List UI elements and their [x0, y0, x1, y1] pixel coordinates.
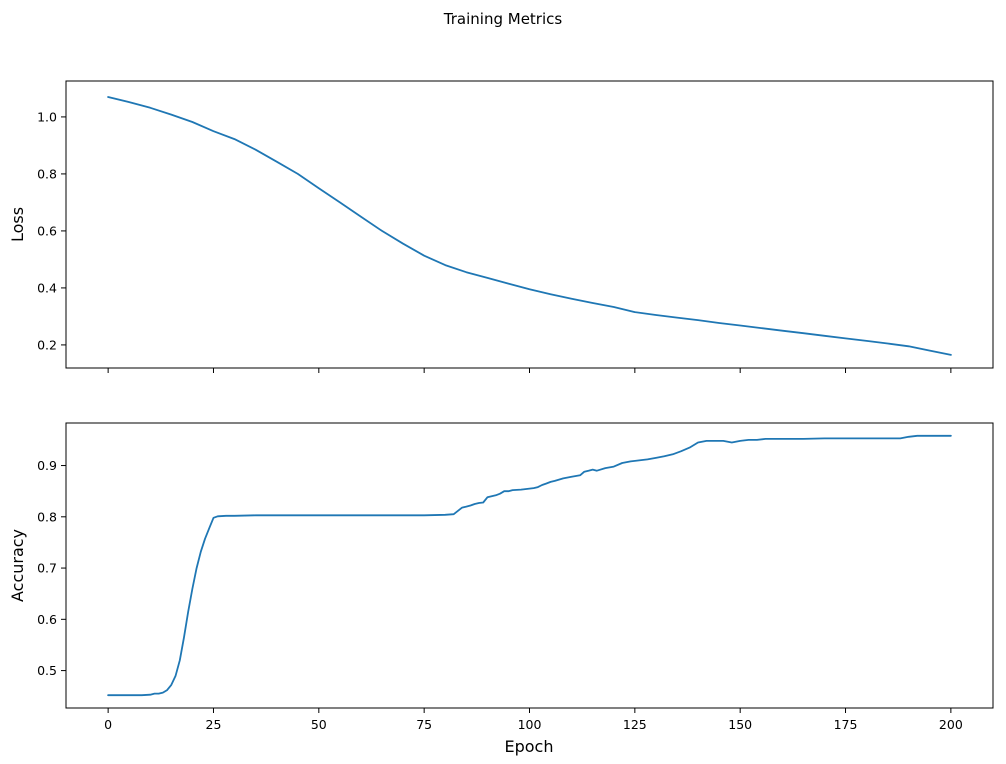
y-tick-label: 0.7 [37, 561, 57, 576]
loss-y-axis-label: Loss [8, 207, 27, 242]
x-tick-label: 100 [518, 717, 542, 732]
accuracy-line [107, 434, 952, 697]
x-tick-label: 200 [939, 717, 963, 732]
y-tick-label: 0.2 [37, 337, 57, 352]
x-tick-label: 50 [311, 717, 327, 732]
y-tick-label: 0.6 [37, 612, 57, 627]
y-tick-label: 0.5 [37, 663, 57, 678]
y-tick-label: 0.8 [37, 509, 57, 524]
epoch-x-axis-label: Epoch [505, 737, 554, 756]
figure-title: Training Metrics [443, 10, 563, 28]
y-tick-label: 0.4 [37, 280, 57, 295]
y-tick-label: 1.0 [37, 109, 57, 124]
loss-line [107, 96, 952, 356]
y-tick-label: 0.9 [37, 458, 57, 473]
accuracy-subplot: 0 25 50 75 100 125 150 175 200 0.5 0.6 0.7 0.8 0.9 [37, 422, 994, 732]
accuracy-y-axis-label: Accuracy [8, 529, 27, 602]
y-tick-label: 0.6 [37, 223, 57, 238]
loss-subplot: 0.2 0.4 0.6 0.8 1.0 [37, 80, 994, 373]
y-tick-label: 0.8 [37, 166, 57, 181]
x-tick-label: 125 [623, 717, 647, 732]
x-tick-label: 25 [206, 717, 222, 732]
axes-spines [65, 80, 994, 369]
x-tick-label: 75 [416, 717, 432, 732]
axes-spines [65, 422, 994, 709]
x-tick-label: 150 [728, 717, 752, 732]
x-tick-label: 175 [834, 717, 858, 732]
x-tick-label: 0 [104, 717, 112, 732]
